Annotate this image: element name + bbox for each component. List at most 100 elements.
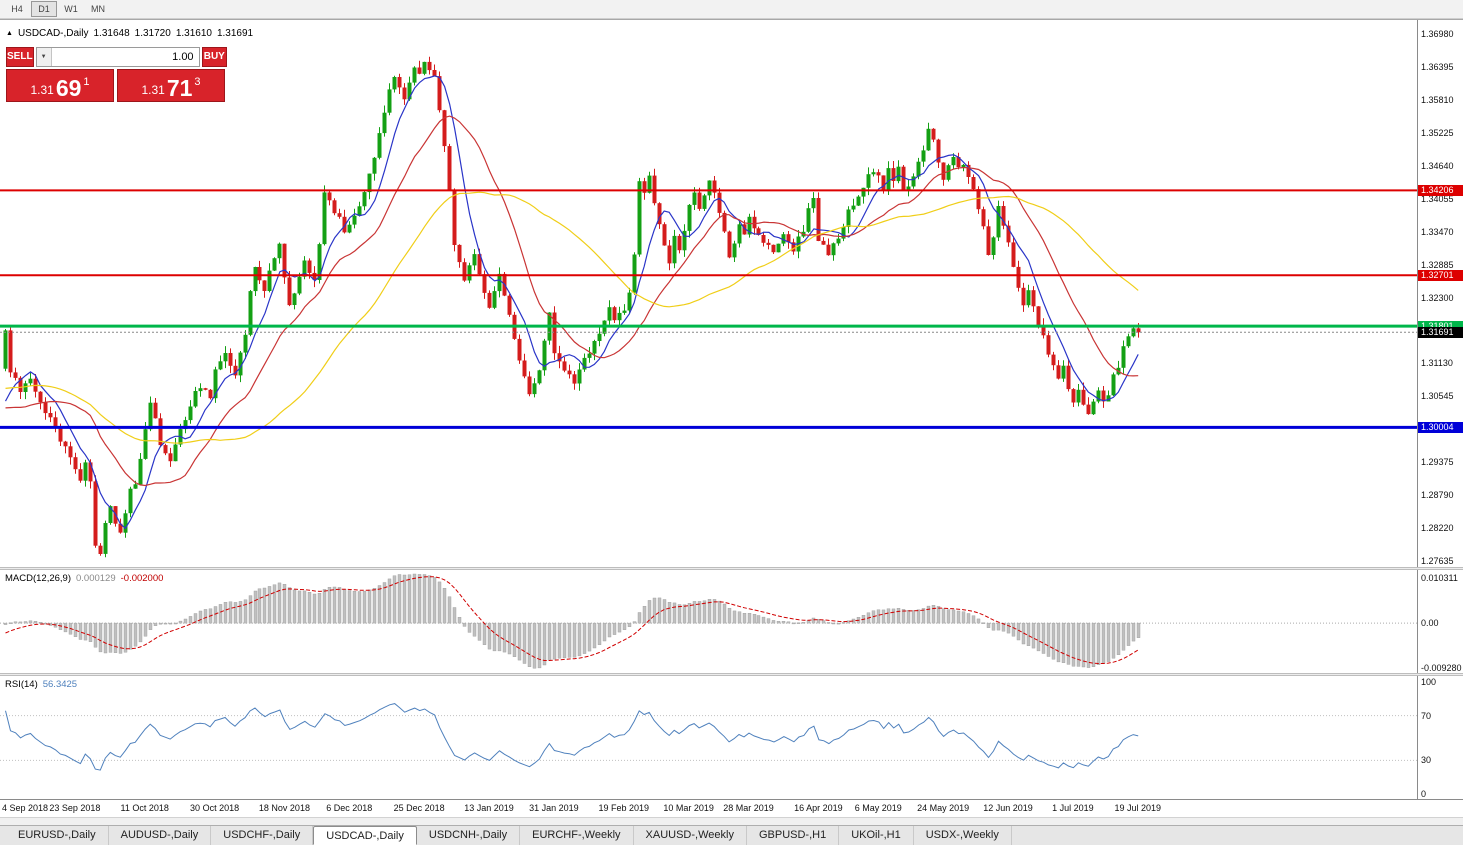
price-scale-tick: 1.34640: [1421, 160, 1454, 171]
price-scale-tick: 1.28220: [1421, 523, 1454, 534]
pane-divider-rsi[interactable]: [0, 673, 1463, 676]
macd-signal-value: -0.002000: [120, 573, 164, 584]
price-scale-tick: 1.33470: [1421, 226, 1454, 237]
hline-price-label: 1.30004: [1418, 421, 1463, 433]
date-axis-label: 4 Sep 2018: [2, 803, 49, 813]
price-scale-tick: 1.31130: [1421, 358, 1453, 369]
pane-divider-macd[interactable]: [0, 567, 1463, 570]
macd-histogram: [3, 573, 1141, 669]
ohlc-low: 1.31610: [175, 28, 212, 39]
rsi-value: 56.3425: [42, 679, 78, 690]
chart-tab-xauusd-weekly[interactable]: XAUUSD-,Weekly: [634, 826, 747, 845]
hline-price-label: 1.31801: [1418, 320, 1463, 332]
chart-tab-usdcnh-daily[interactable]: USDCNH-,Daily: [417, 826, 521, 845]
date-axis-label: 12 Jun 2019: [983, 803, 1033, 813]
sell-button[interactable]: SELL: [6, 47, 34, 67]
moving-average-line-19: [5, 115, 1139, 487]
chart-tab-usdcad-daily[interactable]: USDCAD-,Daily: [313, 826, 417, 845]
buy-price-prefix: 1.31: [141, 83, 165, 97]
rsi-line: [5, 703, 1139, 771]
candles-layer: [3, 56, 1141, 558]
rsi-scale-tick: 0: [1421, 789, 1427, 799]
date-axis-label: 10 Mar 2019: [663, 803, 714, 813]
macd-scale-max: 0.010311: [1421, 573, 1458, 583]
timeframe-button-w1[interactable]: W1: [64, 4, 78, 14]
chart-tab-ukoil-h1[interactable]: UKOil-,H1: [839, 826, 914, 845]
volume-dropdown-icon[interactable]: ▼: [36, 48, 52, 66]
timeframe-toolbar: H4 D1 W1 MN: [0, 0, 1463, 19]
date-axis-label: 13 Jan 2019: [464, 803, 514, 813]
chart-tab-eurusd-daily[interactable]: EURUSD-,Daily: [6, 826, 109, 845]
macd-value: 0.000129: [76, 573, 116, 584]
chart-symbol-label: USDCAD-,Daily: [17, 28, 89, 39]
price-scale-tick: 1.36980: [1421, 29, 1454, 39]
date-axis-label: 16 Apr 2019: [794, 803, 843, 813]
date-axis-label: 18 Nov 2018: [258, 803, 310, 813]
price-scale-tick: 1.28790: [1421, 490, 1454, 501]
date-axis-label: 24 May 2019: [917, 803, 970, 813]
date-axis-label: 1 Jul 2019: [1052, 803, 1094, 813]
buy-price-big: 71: [166, 75, 193, 101]
date-axis-label: 23 Sep 2018: [49, 803, 101, 813]
date-axis-label: 11 Oct 2018: [120, 803, 169, 813]
chart-tab-usdchf-daily[interactable]: USDCHF-,Daily: [211, 826, 314, 845]
macd-signal-line: [5, 576, 1139, 664]
chart-tab-usdx-weekly[interactable]: USDX-,Weekly: [914, 826, 1012, 845]
price-scale-tick: 1.27635: [1421, 556, 1454, 566]
buy-button[interactable]: BUY: [201, 47, 227, 67]
date-axis-label: 28 Mar 2019: [723, 803, 774, 813]
volume-field: ▼: [35, 47, 200, 67]
collapse-icon[interactable]: ▲: [6, 30, 13, 37]
sell-price-pip: 1: [83, 76, 90, 88]
rsi-scale-tick: 100: [1421, 677, 1437, 687]
date-axis-label: 19 Jul 2019: [1114, 803, 1161, 813]
date-axis-label: 31 Jan 2019: [529, 803, 579, 813]
price-scale-tick: 1.35225: [1421, 127, 1454, 138]
date-axis[interactable]: [0, 799, 1463, 817]
date-axis-label: 6 Dec 2018: [326, 803, 373, 813]
volume-input[interactable]: [51, 48, 199, 66]
date-axis-label: 19 Feb 2019: [598, 803, 650, 813]
chart-plot-area[interactable]: [0, 20, 1417, 817]
sell-price-prefix: 1.31: [30, 83, 54, 97]
macd-indicator-label: MACD(12,26,9) 0.000129 -0.002000: [5, 573, 163, 584]
macd-name: MACD(12,26,9): [5, 573, 71, 584]
chart-tab-eurchf-weekly[interactable]: EURCHF-,Weekly: [520, 826, 634, 845]
ohlc-high: 1.31720: [134, 28, 171, 39]
sell-price-big: 69: [55, 75, 82, 101]
macd-scale-zero: 0.00: [1421, 618, 1439, 629]
rsi-scale-tick: 30: [1421, 755, 1432, 766]
horizontal-scroll-strip[interactable]: [0, 817, 1463, 826]
price-scale-tick: 1.30545: [1421, 391, 1454, 402]
price-scale-tick: 1.29375: [1421, 457, 1454, 468]
rsi-indicator-label: RSI(14) 56.3425: [5, 679, 77, 690]
hline-price-label: 1.32701: [1418, 269, 1463, 281]
sell-price-display[interactable]: 1.31 69 1: [6, 69, 114, 102]
buy-price-display[interactable]: 1.31 71 3: [117, 69, 225, 102]
ohlc-close: 1.31691: [216, 28, 254, 39]
rsi-scale-tick: 70: [1421, 710, 1432, 721]
price-scale-tick: 1.32885: [1421, 259, 1454, 270]
timeframe-button-mn[interactable]: MN: [91, 4, 105, 14]
hline-price-label: 1.34206: [1418, 184, 1463, 196]
timeframe-button-h4[interactable]: H4: [11, 4, 23, 14]
chart-tab-audusd-daily[interactable]: AUDUSD-,Daily: [109, 826, 212, 845]
rsi-name: RSI(14): [5, 679, 38, 690]
moving-average-line-43: [5, 191, 1139, 444]
price-scale-tick: 1.35810: [1421, 94, 1454, 105]
chart-tab-gbpusd-h1[interactable]: GBPUSD-,H1: [747, 826, 840, 845]
price-scale-tick: 1.34055: [1421, 193, 1454, 204]
timeframe-button-d1[interactable]: D1: [31, 1, 57, 17]
date-axis-label: 6 May 2019: [854, 803, 902, 813]
price-scale-separator: [1417, 20, 1418, 800]
date-axis-label: 30 Oct 2018: [190, 803, 240, 813]
price-scale-tick: 1.32300: [1421, 292, 1454, 303]
date-axis-label: 25 Dec 2018: [393, 803, 445, 813]
moving-average-line-7: [4, 75, 1139, 530]
buy-price-pip: 3: [194, 76, 201, 88]
macd-scale-min: -0.009280: [1421, 663, 1462, 673]
price-scale-tick: 1.36395: [1421, 61, 1454, 72]
chart-title: ▲ USDCAD-,Daily 1.31648 1.31720 1.31610 1.316…: [6, 28, 258, 39]
